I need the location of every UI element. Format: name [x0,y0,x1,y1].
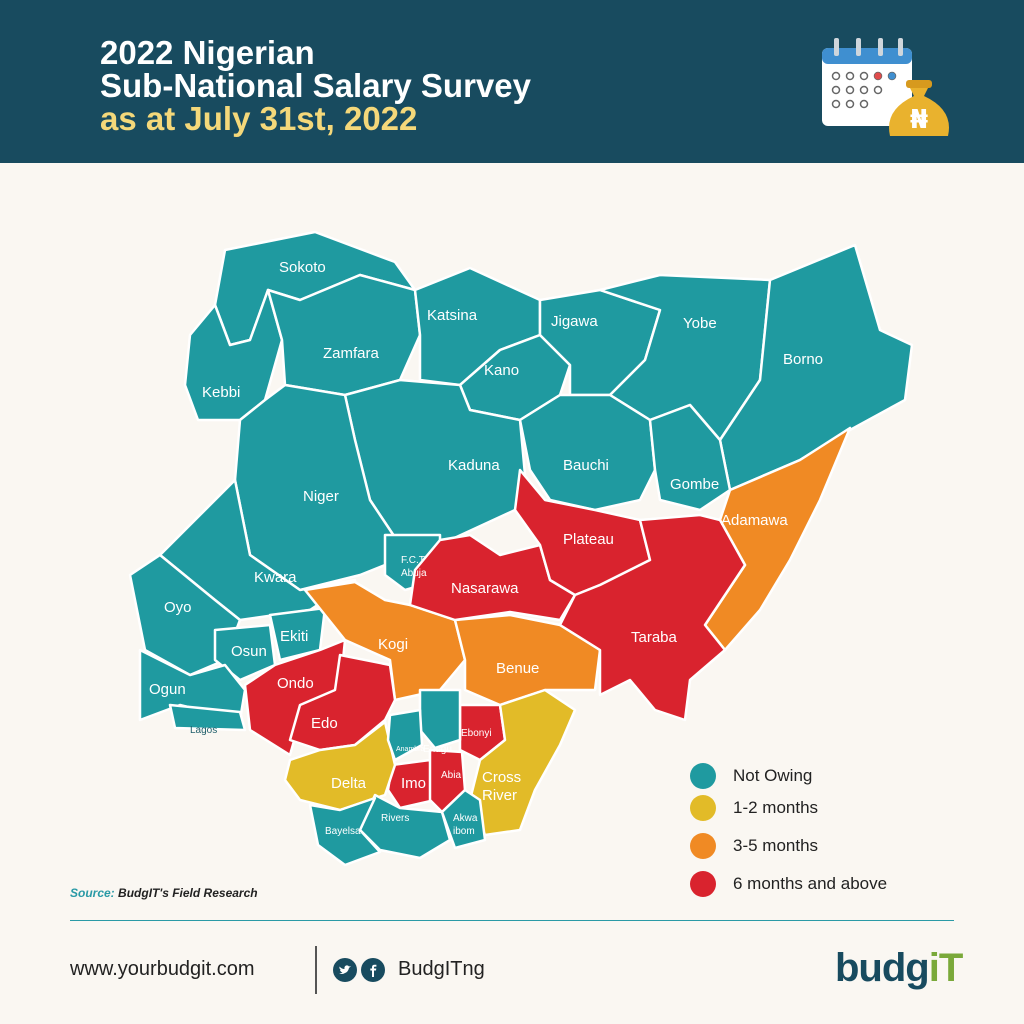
legend-item: 3-5 months [690,830,950,860]
label-lagos: Lagos [190,725,218,736]
label-sokoto: Sokoto [279,259,326,276]
budgit-logo: budgiT [835,946,964,991]
label-plateau: Plateau [563,531,614,548]
state-osun[interactable] [213,623,277,682]
label-anambra: Anambra [396,746,425,753]
footer-divider-line [70,920,954,921]
label-adamawa: Adamawa [721,512,788,529]
label-yobe: Yobe [683,315,717,332]
state-benue[interactable] [453,613,602,707]
social-handle[interactable]: BudgITng [398,958,485,980]
state-cross-river[interactable] [468,688,577,837]
state-delta[interactable] [283,720,397,812]
calendar-money-bag-icon: ₦ [818,36,963,151]
state-zamfara[interactable] [266,273,422,397]
label-ondo: Ondo [277,675,314,692]
label-fct-line1: F.C.T [401,555,425,566]
map-svg [128,230,914,867]
legend-swatch-3-5-months [690,833,716,859]
source-text: BudgIT's Field Research [118,886,258,900]
legend-swatch-1-2-months [690,795,716,821]
legend-item: 1-2 months [690,792,950,822]
legend-label: Not Owing [733,766,813,785]
source-label: Source: [70,886,115,900]
label-bayelsa: Bayelsa [325,826,361,837]
facebook-icon[interactable] [361,958,385,982]
legend-swatch-6-plus-months [690,871,716,897]
state-taraba[interactable] [558,513,747,722]
state-bauchi[interactable] [518,393,657,512]
label-katsina: Katsina [427,307,478,324]
state-enugu[interactable] [418,688,462,750]
legend-label: 3-5 months [733,836,819,855]
label-nasarawa: Nasarawa [451,580,519,597]
legend-label: 1-2 months [733,798,819,817]
label-cross-river-line2: River [482,787,518,804]
title-line-2: Sub-National Salary Survey [100,67,531,104]
label-kogi: Kogi [378,636,409,653]
label-kebbi: Kebbi [202,384,241,401]
legend-item: 6 months and above [690,868,950,898]
label-cross-river-line1: Cross [482,769,522,786]
label-delta: Delta [331,775,367,792]
title-line-3: as at July 31st, 2022 [100,100,418,137]
state-ogun[interactable] [138,648,247,722]
twitter-icon[interactable] [333,958,357,982]
label-ekiti: Ekiti [280,628,309,645]
label-abia: Abia [441,770,462,781]
label-zamfara: Zamfara [323,345,379,362]
label-jigawa: Jigawa [551,313,598,330]
label-osun: Osun [231,643,267,660]
label-edo: Edo [311,715,338,732]
state-lagos[interactable] [168,703,247,732]
label-bauchi: Bauchi [563,457,609,474]
label-imo: Imo [401,775,427,792]
footer-separator [315,946,317,994]
label-oyo: Oyo [164,599,192,616]
label-fct-line2: Abuja [401,568,427,579]
label-gombe: Gombe [670,476,720,493]
legend-item: Not Owing [690,760,950,790]
state-anambra[interactable] [386,708,424,762]
label-ebonyi: Ebonyi [461,728,492,739]
state-bayelsa[interactable] [308,796,382,867]
state-akwa-ibom[interactable] [440,788,487,850]
label-taraba: Taraba [631,629,677,646]
label-kano: Kano [484,362,520,379]
label-rivers: Rivers [381,813,410,824]
header-banner: 2022 Nigerian Sub-National Salary Survey… [0,0,1024,163]
label-kwara: Kwara [254,569,297,586]
label-akwa-ibom-line2: ibom [453,826,475,837]
label-enugu: Enugu [423,744,452,755]
naira-symbol: ₦ [910,105,928,135]
legend-label: 6 months and above [733,874,888,893]
logo-text-part2: iT [928,946,964,990]
page-title: 2022 Nigerian Sub-National Salary Survey… [100,36,531,135]
website-link[interactable]: www.yourbudgit.com [70,958,255,980]
label-borno: Borno [783,351,824,368]
label-akwa-ibom-line1: Akwa [453,813,478,824]
nigeria-map: Sokoto Katsina Jigawa Yobe Borno Zamfara… [0,163,1024,923]
title-line-1: 2022 Nigerian [100,34,315,71]
label-ogun: Ogun [149,681,186,698]
label-kaduna: Kaduna [448,457,500,474]
legend-swatch-not-owing [690,763,716,789]
source-note: Source: BudgIT's Field Research [70,886,258,900]
label-niger: Niger [303,488,339,505]
logo-text-part1: budg [835,946,930,990]
label-benue: Benue [496,660,540,677]
state-gombe[interactable] [648,403,732,512]
